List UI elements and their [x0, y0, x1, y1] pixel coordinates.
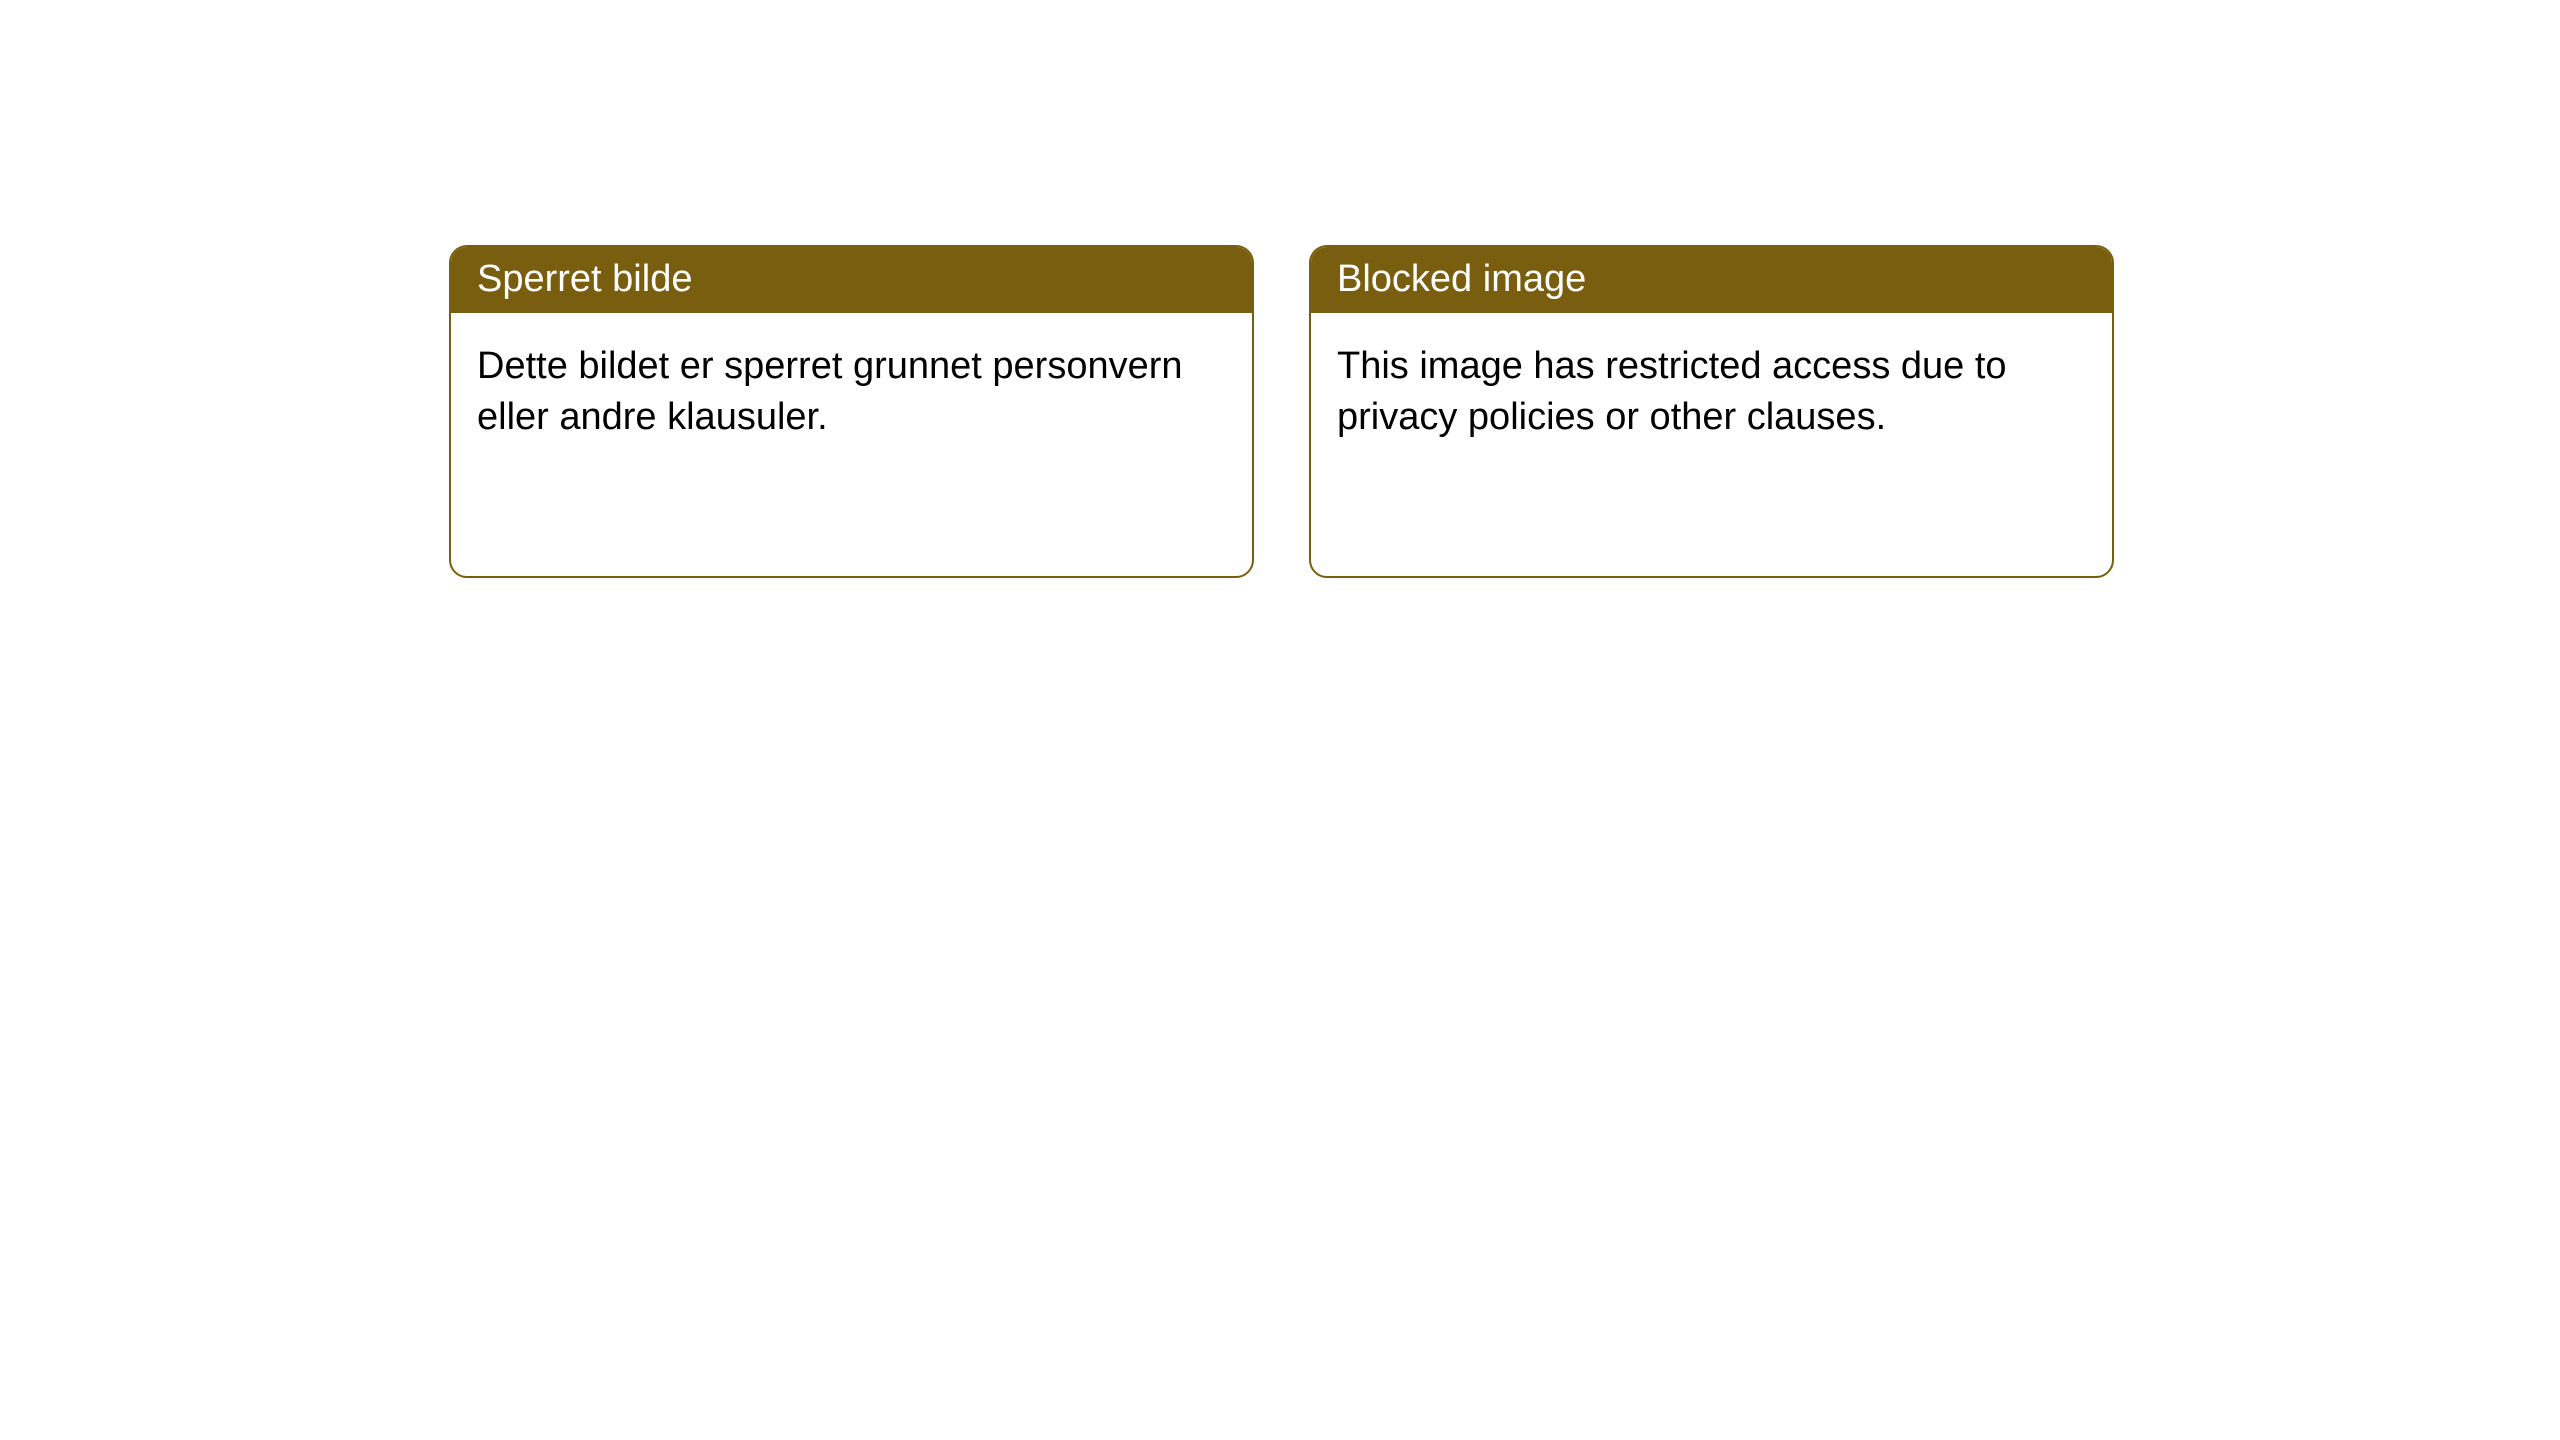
notice-body: This image has restricted access due to …: [1311, 313, 2112, 472]
notice-body: Dette bildet er sperret grunnet personve…: [451, 313, 1252, 472]
notice-card-norwegian: Sperret bilde Dette bildet er sperret gr…: [449, 245, 1254, 578]
notice-card-english: Blocked image This image has restricted …: [1309, 245, 2114, 578]
notice-title: Blocked image: [1311, 247, 2112, 313]
notice-title: Sperret bilde: [451, 247, 1252, 313]
notice-container: Sperret bilde Dette bildet er sperret gr…: [0, 0, 2560, 578]
